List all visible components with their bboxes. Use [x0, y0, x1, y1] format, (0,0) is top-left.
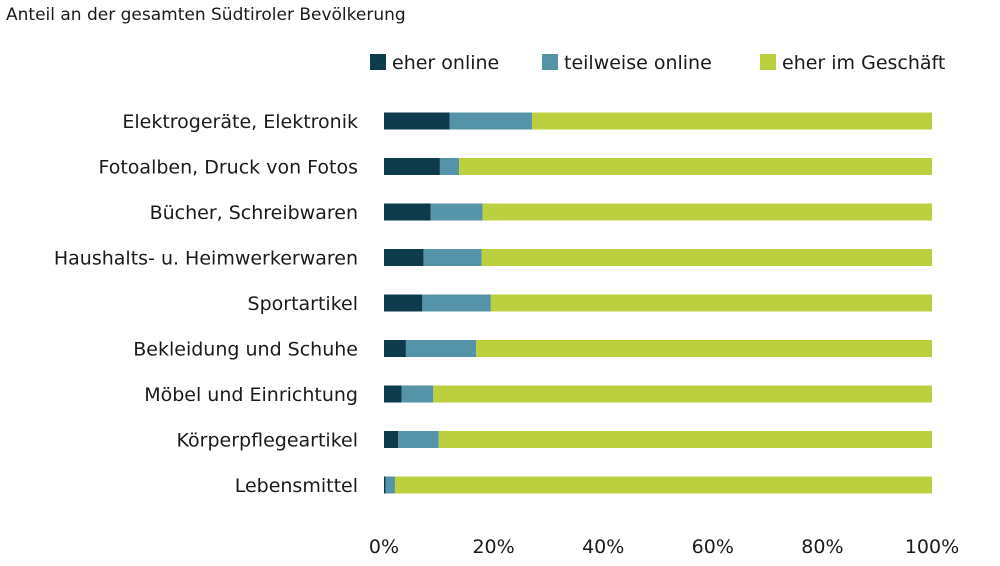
bar-segment: [398, 431, 439, 448]
bar-segment: [531, 112, 932, 130]
bar-segment: [422, 294, 491, 312]
chart-subtitle: Anteil an der gesamten Südtiroler Bevölk…: [6, 5, 406, 25]
bar-segment: [490, 294, 932, 312]
bar-segment: [401, 385, 434, 403]
legend: eher online teilweise online eher im Gesch…: [370, 52, 945, 74]
bar-segment: [405, 340, 477, 357]
bar-segment: [384, 112, 450, 130]
bar-segment: [433, 385, 932, 403]
legend-label: eher online: [392, 52, 499, 74]
x-axis: 0% 20% 40% 60% 80% 100%: [369, 536, 959, 558]
bar-segment: [482, 203, 932, 221]
category-label: Lebensmittel: [235, 475, 358, 497]
category-label: Bücher, Schreibwaren: [150, 202, 358, 224]
x-tick-label: 20%: [472, 536, 514, 558]
x-tick-label: 0%: [369, 536, 399, 558]
category-label: Sportartikel: [248, 293, 358, 315]
bar-segment: [394, 476, 933, 494]
x-tick-label: 60%: [692, 536, 734, 558]
bars: [384, 112, 933, 494]
bar-segment: [384, 385, 402, 403]
x-tick-label: 40%: [582, 536, 624, 558]
category-label: Bekleidung und Schuhe: [133, 339, 358, 361]
x-tick-label: 80%: [801, 536, 843, 558]
category-label: Elektrogeräte, Elektronik: [122, 111, 358, 133]
bar-segment: [384, 294, 423, 312]
bar-segment: [423, 249, 482, 266]
bar-segment: [384, 158, 440, 175]
bar-segment: [384, 431, 399, 448]
category-label: Haushalts- u. Heimwerkerwaren: [54, 248, 358, 270]
bar-segment: [481, 249, 932, 266]
bar-segment: [438, 431, 932, 448]
bar-segment: [384, 476, 386, 494]
legend-label: teilweise online: [564, 52, 712, 74]
bar-segment: [384, 249, 424, 266]
bar-segment: [385, 476, 395, 494]
legend-swatch: [760, 54, 776, 70]
bar-segment: [384, 340, 406, 357]
bar-segment: [439, 158, 460, 175]
bar-segment: [449, 112, 532, 130]
category-label: Körperpflegeartikel: [177, 430, 358, 452]
legend-label: eher im Geschäft: [782, 52, 945, 74]
legend-swatch: [370, 54, 386, 70]
category-label: Fotoalben, Druck von Fotos: [98, 157, 358, 179]
bar-segment: [430, 203, 483, 221]
x-tick-label: 100%: [905, 536, 959, 558]
category-labels: Elektrogeräte, Elektronik Fotoalben, Druc…: [54, 111, 358, 497]
bar-segment: [476, 340, 932, 357]
bar-segment: [459, 158, 932, 175]
legend-swatch: [542, 54, 558, 70]
category-label: Möbel und Einrichtung: [144, 384, 358, 406]
bar-segment: [384, 203, 431, 221]
